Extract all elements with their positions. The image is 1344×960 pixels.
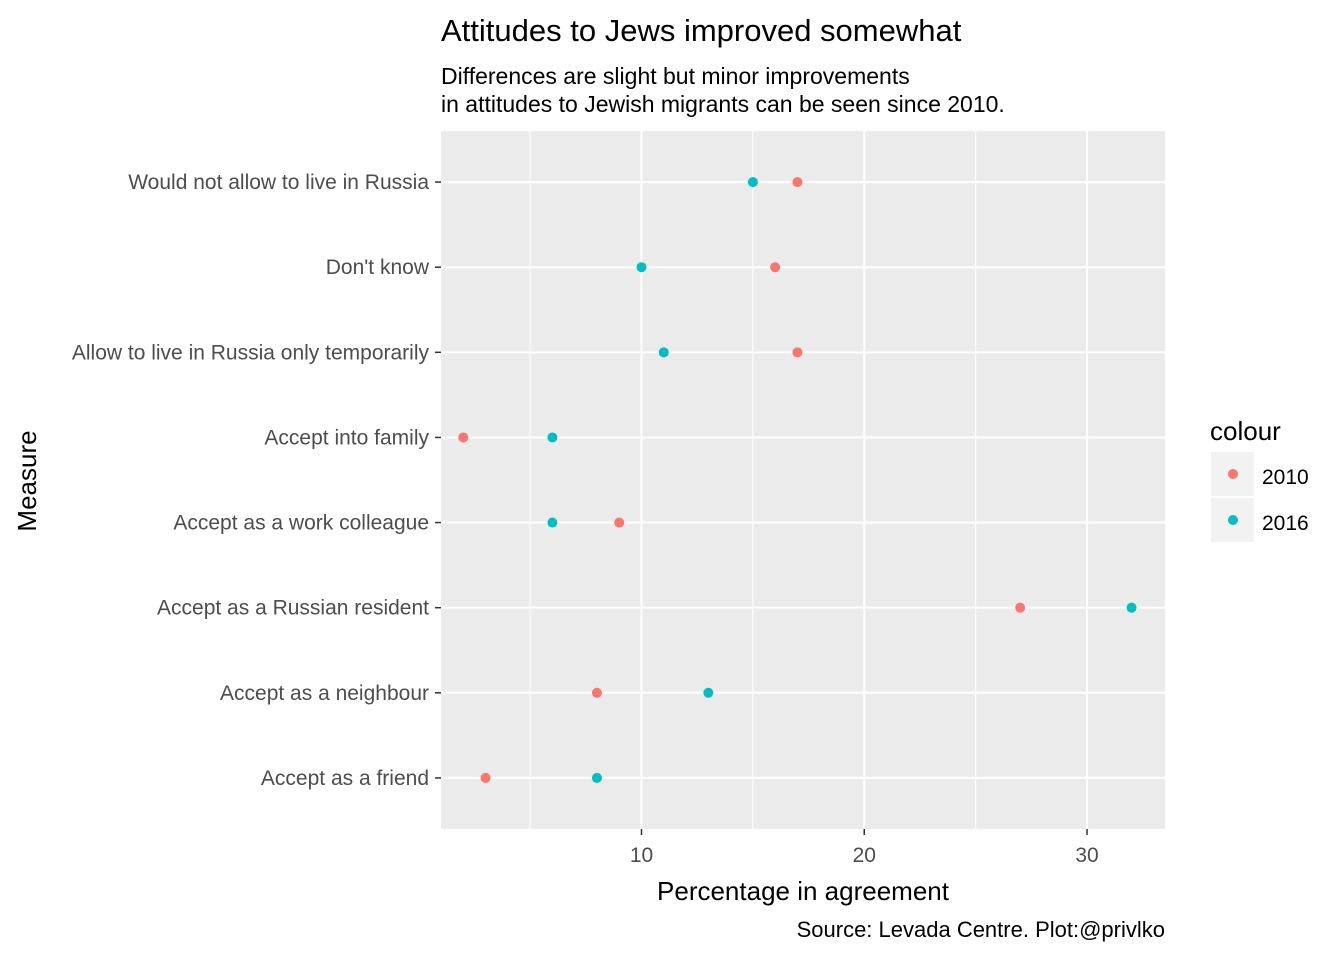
x-tick-label-20: 20 bbox=[853, 844, 876, 867]
point-2010-0 bbox=[792, 177, 803, 188]
point-2016-4 bbox=[547, 517, 558, 528]
chart-title: Attitudes to Jews improved somewhat bbox=[441, 13, 962, 48]
point-2010-3 bbox=[458, 432, 469, 443]
y-tick-label-5: Accept as a Russian resident bbox=[157, 597, 429, 620]
legend-label-2016: 2016 bbox=[1262, 512, 1309, 535]
plot-panel bbox=[441, 131, 1165, 829]
y-tick-label-4: Accept as a work colleague bbox=[173, 512, 429, 535]
point-2010-1 bbox=[770, 262, 781, 273]
legend: colour 2010 2016 bbox=[1210, 416, 1309, 542]
point-2016-6 bbox=[703, 687, 714, 698]
point-2010-2 bbox=[792, 347, 803, 358]
x-axis: 10 20 30 bbox=[630, 829, 1099, 867]
point-2016-3 bbox=[547, 432, 558, 443]
x-axis-title: Percentage in agreement bbox=[657, 876, 950, 906]
point-2016-7 bbox=[591, 772, 602, 783]
y-tick-label-6: Accept as a neighbour bbox=[220, 682, 429, 705]
point-2016-5 bbox=[1126, 602, 1137, 613]
y-tick-label-2: Allow to live in Russia only temporarily bbox=[72, 341, 430, 364]
grid-minor bbox=[529, 131, 977, 829]
legend-key-2016 bbox=[1228, 515, 1238, 525]
y-tick-label-0: Would not allow to live in Russia bbox=[128, 171, 429, 194]
point-2016-0 bbox=[747, 177, 758, 188]
chart-subtitle-line-1: Differences are slight but minor improve… bbox=[441, 63, 910, 89]
y-tick-label-1: Don't know bbox=[326, 256, 430, 279]
chart-caption: Source: Levada Centre. Plot:@privlko bbox=[797, 917, 1165, 942]
point-2010-4 bbox=[614, 517, 625, 528]
point-2010-7 bbox=[480, 772, 491, 783]
x-tick-label-30: 30 bbox=[1075, 844, 1098, 867]
legend-title: colour bbox=[1210, 416, 1281, 446]
point-2010-6 bbox=[591, 687, 602, 698]
legend-label-2010: 2010 bbox=[1262, 466, 1309, 489]
grid-major bbox=[441, 131, 1165, 829]
chart-subtitle-line-2: in attitudes to Jewish migrants can be s… bbox=[441, 91, 1005, 117]
y-tick-label-7: Accept as a friend bbox=[261, 767, 429, 790]
y-tick-label-3: Accept into family bbox=[264, 426, 429, 449]
y-axis-title: Measure bbox=[12, 430, 42, 531]
point-2010-5 bbox=[1015, 602, 1026, 613]
x-tick-label-10: 10 bbox=[630, 844, 653, 867]
legend-key-2010 bbox=[1228, 469, 1238, 479]
point-2016-1 bbox=[636, 262, 647, 273]
data-points bbox=[458, 177, 1137, 783]
point-2016-2 bbox=[658, 347, 669, 358]
y-axis: Would not allow to live in Russia Don't k… bbox=[72, 171, 441, 790]
